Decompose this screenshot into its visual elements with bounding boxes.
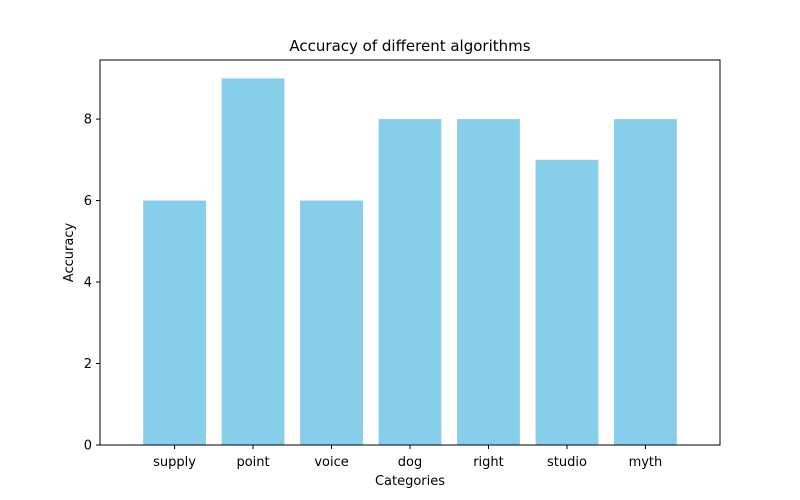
x-tick-label: point (236, 455, 269, 470)
chart-title: Accuracy of different algorithms (289, 37, 530, 55)
x-tick-label: right (473, 455, 504, 470)
bar-studio (535, 159, 599, 445)
x-tick-label: voice (314, 455, 348, 470)
x-tick-label: supply (153, 455, 196, 470)
y-tick-label: 4 (84, 276, 92, 291)
bars-group (143, 78, 677, 445)
y-axis-label: Accuracy (62, 223, 77, 283)
y-tick-label: 8 (84, 113, 92, 128)
bar-right (457, 119, 520, 445)
x-tick-label: myth (629, 455, 663, 470)
y-axis-ticks: 0 2 4 6 8 (84, 113, 100, 454)
x-axis-label: Categories (375, 474, 445, 489)
bar-voice (300, 200, 363, 445)
bar-supply (143, 200, 206, 445)
bar-dog (378, 119, 442, 445)
x-axis-ticks: supply point voice dog right studio myth (153, 445, 662, 470)
bar-myth (614, 119, 677, 445)
x-tick-label: studio (547, 455, 587, 470)
y-tick-label: 2 (84, 357, 92, 372)
x-tick-label: dog (398, 455, 422, 470)
y-tick-label: 6 (84, 194, 92, 209)
bar-point (221, 78, 285, 445)
y-tick-label: 0 (84, 439, 92, 454)
